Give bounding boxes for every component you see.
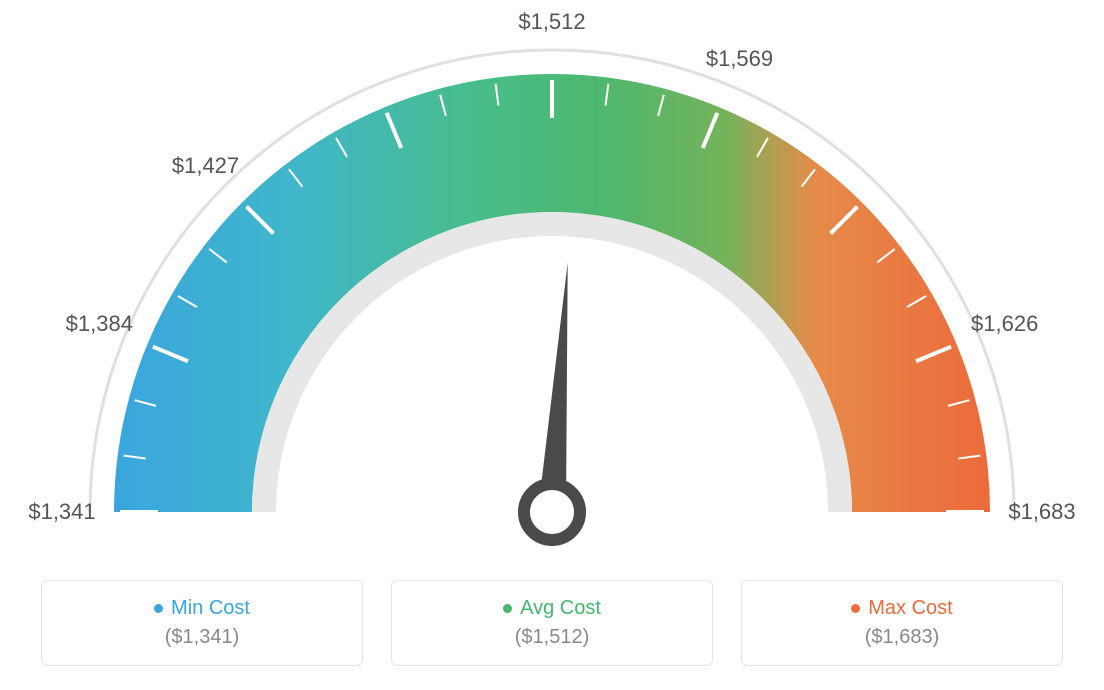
legend-min-label: Min Cost — [171, 597, 250, 620]
gauge-tick-label: $1,341 — [28, 499, 95, 525]
legend-avg-value: ($1,512) — [515, 626, 590, 649]
gauge-tick-label: $1,569 — [706, 46, 773, 72]
legend-avg-label: Avg Cost — [520, 597, 601, 620]
legend-max-title: Max Cost — [851, 597, 952, 620]
gauge-tick-label: $1,683 — [1008, 499, 1075, 525]
gauge-svg — [0, 0, 1104, 560]
gauge-tick-label: $1,384 — [66, 311, 133, 337]
legend-max: Max Cost ($1,683) — [741, 580, 1063, 666]
gauge-tick-label: $1,626 — [971, 311, 1038, 337]
legend-avg-title: Avg Cost — [503, 597, 601, 620]
dot-icon — [154, 604, 163, 613]
gauge-tick-label: $1,427 — [172, 153, 239, 179]
legend-min-title: Min Cost — [154, 597, 250, 620]
legend-row: Min Cost ($1,341) Avg Cost ($1,512) Max … — [0, 580, 1104, 670]
cost-gauge: $1,341 $1,384 $1,427 $1,512 $1,569 $1,626 $1,6… — [0, 0, 1104, 560]
dot-icon — [851, 604, 860, 613]
legend-avg: Avg Cost ($1,512) — [391, 580, 713, 666]
legend-max-label: Max Cost — [868, 597, 952, 620]
gauge-tick-label: $1,512 — [518, 9, 585, 35]
legend-max-value: ($1,683) — [865, 626, 940, 649]
legend-min-value: ($1,341) — [165, 626, 240, 649]
legend-min: Min Cost ($1,341) — [41, 580, 363, 666]
dot-icon — [503, 604, 512, 613]
